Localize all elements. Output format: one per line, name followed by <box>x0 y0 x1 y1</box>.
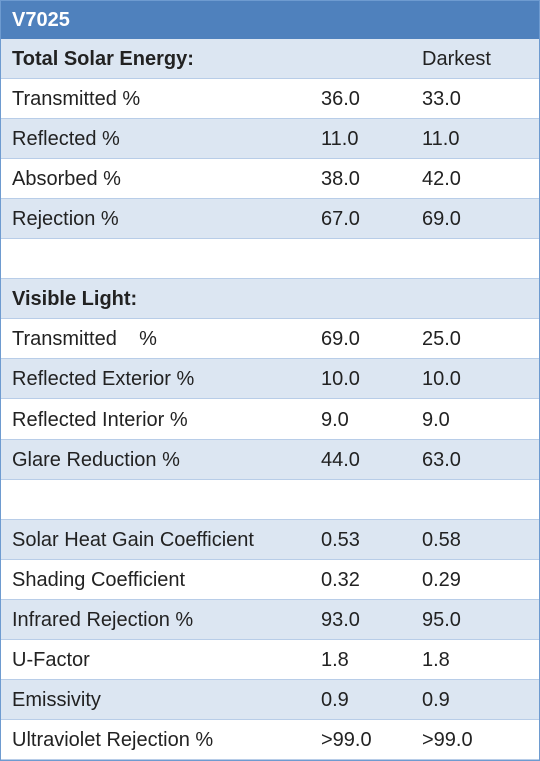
value-cell: 11.0 <box>321 128 359 151</box>
value-cell: 10.0 <box>321 368 360 391</box>
table-row: Shading Coefficient 0.32 0.29 <box>1 560 539 600</box>
value-cell: 36.0 <box>321 88 360 111</box>
value-cell: 38.0 <box>321 168 360 191</box>
value-cell: 0.53 <box>321 528 360 551</box>
row-label: Transmitted % <box>12 88 141 111</box>
table-title: V7025 <box>1 1 539 39</box>
value-cell: 93.0 <box>321 608 360 631</box>
value-cell: 44.0 <box>321 448 360 471</box>
row-label: Infrared Rejection % <box>12 608 194 631</box>
row-label: Reflected % <box>12 128 120 151</box>
row-label: Absorbed % <box>12 168 121 191</box>
spacer-row <box>1 239 539 280</box>
value-cell: 63.0 <box>422 448 461 471</box>
table-row: Rejection % 67.0 69.0 <box>1 199 539 240</box>
row-label: U-Factor <box>12 648 90 671</box>
row-label: Solar Heat Gain Coefficient <box>12 528 254 551</box>
value-cell: 10.0 <box>422 368 461 391</box>
table-row: Reflected % 11.0 11.0 <box>1 119 539 160</box>
value-cell: >99.0 <box>321 728 372 751</box>
table-row: Emissivity 0.9 0.9 <box>1 679 539 720</box>
table-row: Glare Reduction % 44.0 63.0 <box>1 439 539 480</box>
value-cell: 67.0 <box>321 208 360 231</box>
section-title: Visible Light: <box>12 288 138 311</box>
row-label: Shading Coefficient <box>12 568 186 591</box>
value-cell: 33.0 <box>422 88 461 111</box>
table-row: Ultraviolet Rejection % >99.0 >99.0 <box>1 720 539 760</box>
table-row: Transmitted % 36.0 33.0 <box>1 79 539 120</box>
table-row: Solar Heat Gain Coefficient 0.53 0.58 <box>1 519 539 560</box>
value-cell: >99.0 <box>422 728 473 751</box>
value-cell: 0.9 <box>321 688 349 711</box>
row-label: Rejection % <box>12 208 119 231</box>
table-row: Reflected Interior % 9.0 9.0 <box>1 400 539 440</box>
section-title: Total Solar Energy: <box>12 48 194 70</box>
row-label: Reflected Exterior % <box>12 368 195 391</box>
row-label: Reflected Interior % <box>12 408 188 431</box>
value-cell: 1.8 <box>422 648 450 671</box>
value-cell: 0.9 <box>422 688 450 711</box>
value-cell: 0.58 <box>422 528 461 551</box>
value-cell: 9.0 <box>321 408 349 431</box>
value-cell: 69.0 <box>321 328 360 351</box>
table-row: Total Solar Energy: Darkest <box>1 39 539 80</box>
row-label: Transmitted % <box>12 328 157 351</box>
table-row: Reflected Exterior % 10.0 10.0 <box>1 359 539 400</box>
row-label: Glare Reduction % <box>12 448 180 471</box>
value-cell: 0.32 <box>321 568 360 591</box>
value-cell: 42.0 <box>422 168 461 191</box>
value-cell: 9.0 <box>422 408 450 431</box>
value-cell: 69.0 <box>422 208 461 231</box>
table-row: Transmitted % 69.0 25.0 <box>1 319 539 360</box>
value-cell: 11.0 <box>422 128 460 151</box>
value-cell: 25.0 <box>422 328 461 351</box>
table-row: Absorbed % 38.0 42.0 <box>1 159 539 200</box>
table-row: Infrared Rejection % 93.0 95.0 <box>1 599 539 640</box>
value-cell: 95.0 <box>422 608 461 631</box>
row-label: Ultraviolet Rejection % <box>12 728 214 751</box>
table-row: U-Factor 1.8 1.8 <box>1 640 539 680</box>
spacer-row <box>1 480 539 520</box>
value-cell: 0.29 <box>422 568 461 591</box>
row-label: Emissivity <box>12 688 101 711</box>
value-cell: 1.8 <box>321 648 349 671</box>
table-row: Visible Light: <box>1 279 539 320</box>
column-header: Darkest <box>422 48 491 70</box>
